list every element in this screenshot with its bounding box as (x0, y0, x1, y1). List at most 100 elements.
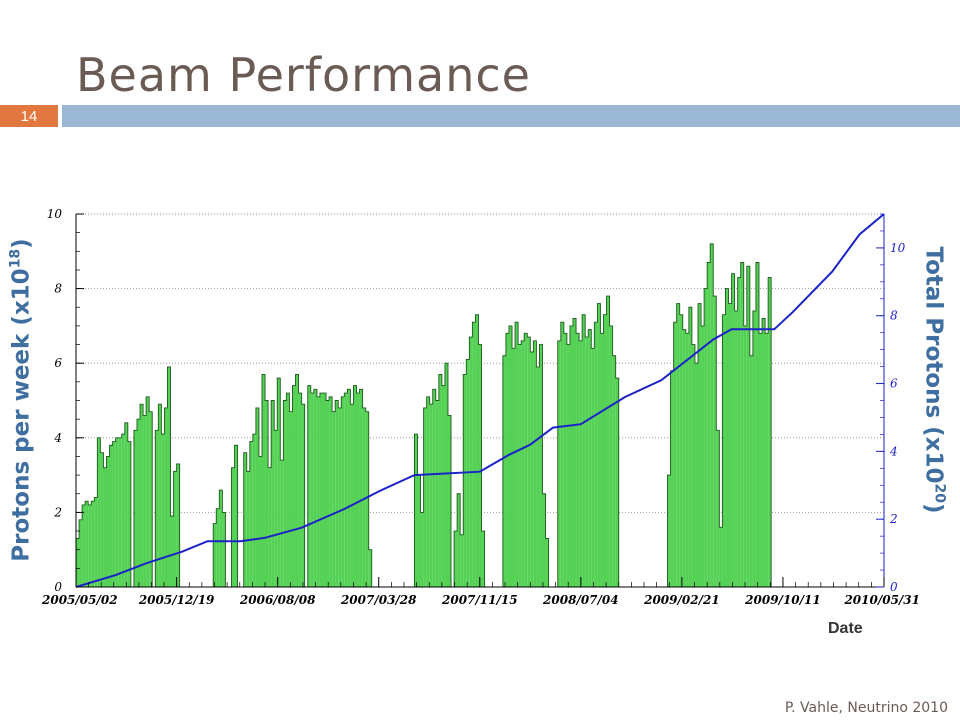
bar (103, 467, 107, 587)
x-tick-label: 2007/03/28 (340, 593, 417, 607)
bar (545, 538, 549, 587)
bar (115, 437, 119, 587)
bar (249, 441, 253, 587)
bar (335, 400, 339, 587)
y-axis-right-label: Total Protons (x1020) (921, 246, 948, 513)
y-left-tick-label: 6 (54, 356, 62, 370)
bar (109, 445, 113, 587)
bar (563, 333, 567, 587)
bar (719, 527, 723, 587)
bar (505, 333, 509, 587)
cumulative-protons-line (75, 213, 885, 588)
bar (685, 333, 689, 587)
chart-axes: 0 2 4 6 8 10 0 2 4 6 8 10 2005/05/02 2005/12/19 2006/0… (41, 207, 920, 607)
bar (423, 407, 427, 587)
bar (518, 344, 522, 587)
bar (121, 434, 125, 587)
x-axis-label: Date (828, 620, 863, 637)
bar (447, 415, 452, 587)
bar (752, 310, 756, 587)
bar (572, 318, 577, 587)
y-right-tick-label: 10 (890, 241, 906, 255)
slide-footer: P. Vahle, Neutrino 2010 (784, 700, 948, 716)
bar (606, 296, 610, 587)
bar (417, 475, 421, 587)
bar (536, 366, 540, 587)
bar (600, 333, 604, 587)
bar (149, 411, 153, 587)
bar (603, 314, 607, 587)
slide-title: Beam Performance (76, 48, 531, 102)
bar (560, 322, 564, 587)
bar (725, 288, 729, 587)
x-tick-label: 2010/05/31 (843, 593, 920, 607)
bar (579, 340, 583, 587)
bar (512, 348, 516, 587)
bar (322, 393, 327, 587)
bar (246, 471, 250, 587)
bar (341, 396, 345, 587)
bar (460, 534, 464, 587)
bar (533, 340, 537, 587)
bar (615, 378, 619, 587)
bar (94, 497, 98, 587)
bar (740, 262, 744, 587)
bar (441, 385, 445, 587)
bar (713, 296, 717, 587)
cumulative-line (75, 213, 885, 588)
chart-bars (75, 243, 772, 588)
bar (176, 463, 180, 587)
bar (722, 314, 726, 587)
bar (676, 303, 680, 587)
bar (213, 523, 217, 587)
bar (307, 385, 311, 587)
bar (420, 512, 424, 587)
bar (124, 422, 128, 587)
bar (597, 303, 601, 587)
bar (286, 393, 290, 587)
y-right-label-base: Total Protons (x10 (920, 246, 947, 484)
bar (319, 393, 323, 587)
bar (515, 322, 519, 587)
bar (298, 393, 302, 587)
bar (347, 389, 351, 587)
bar (457, 493, 461, 587)
bar (444, 363, 448, 587)
bar (454, 531, 458, 587)
bar (112, 441, 116, 587)
bar (146, 396, 150, 587)
bar (310, 393, 314, 587)
bar (539, 344, 543, 587)
bar (106, 456, 110, 587)
bar (271, 400, 275, 587)
bar (469, 337, 473, 587)
bar (76, 538, 80, 587)
bar (79, 519, 83, 587)
bar (280, 460, 284, 587)
bar (414, 434, 418, 587)
bar (704, 288, 708, 587)
bar (435, 400, 439, 587)
y-left-label-close: ) (8, 238, 35, 249)
x-tick-label: 2007/11/15 (441, 593, 518, 607)
bar (274, 430, 278, 587)
bar (118, 437, 122, 587)
bar (508, 325, 513, 587)
bar (582, 314, 586, 587)
bar (164, 407, 168, 587)
bar (143, 415, 147, 587)
bar (731, 273, 735, 587)
bar (463, 374, 467, 587)
bar (743, 325, 747, 587)
bar (679, 314, 683, 587)
bar (136, 419, 141, 587)
bar (161, 434, 165, 587)
bar (762, 318, 766, 587)
bar (609, 325, 613, 587)
bar (521, 340, 525, 587)
bar (429, 404, 433, 587)
x-tick-label: 2009/10/11 (744, 593, 821, 607)
bar (234, 445, 238, 587)
bar (542, 493, 546, 587)
bar (100, 452, 104, 587)
